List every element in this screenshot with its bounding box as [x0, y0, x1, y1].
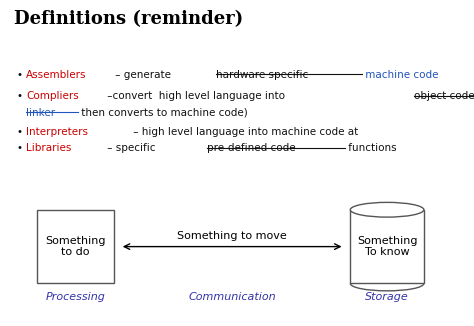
Text: •: • [17, 143, 23, 154]
Text: linker: linker [26, 108, 55, 118]
Text: Something
to do: Something to do [45, 236, 106, 258]
Text: – specific: – specific [104, 143, 158, 154]
Text: •: • [17, 127, 23, 137]
Text: Communication: Communication [188, 292, 276, 302]
Text: Processing: Processing [46, 292, 105, 302]
Polygon shape [350, 210, 424, 284]
Text: hardware specific: hardware specific [216, 70, 308, 80]
Text: machine code: machine code [363, 70, 439, 80]
Text: Assemblers: Assemblers [26, 70, 87, 80]
Text: •: • [17, 91, 23, 101]
Text: Libraries: Libraries [26, 143, 72, 154]
Text: Interpreters: Interpreters [26, 127, 88, 137]
Ellipse shape [350, 202, 424, 217]
Text: – generate: – generate [112, 70, 174, 80]
Text: Definitions (reminder): Definitions (reminder) [14, 10, 244, 28]
Text: – high level language into machine code at: – high level language into machine code … [129, 127, 361, 137]
Text: pre-defined code: pre-defined code [207, 143, 296, 154]
Text: then converts to machine code): then converts to machine code) [78, 108, 247, 118]
Text: Something to move: Something to move [177, 231, 287, 241]
Text: Storage: Storage [365, 292, 409, 302]
Text: object code: object code [414, 91, 474, 101]
Text: Something
To know: Something To know [357, 236, 417, 258]
Text: –convert  high level language into: –convert high level language into [104, 91, 288, 101]
FancyBboxPatch shape [36, 210, 114, 284]
Text: functions: functions [345, 143, 397, 154]
Text: Compliers: Compliers [26, 91, 79, 101]
Text: •: • [17, 70, 23, 80]
